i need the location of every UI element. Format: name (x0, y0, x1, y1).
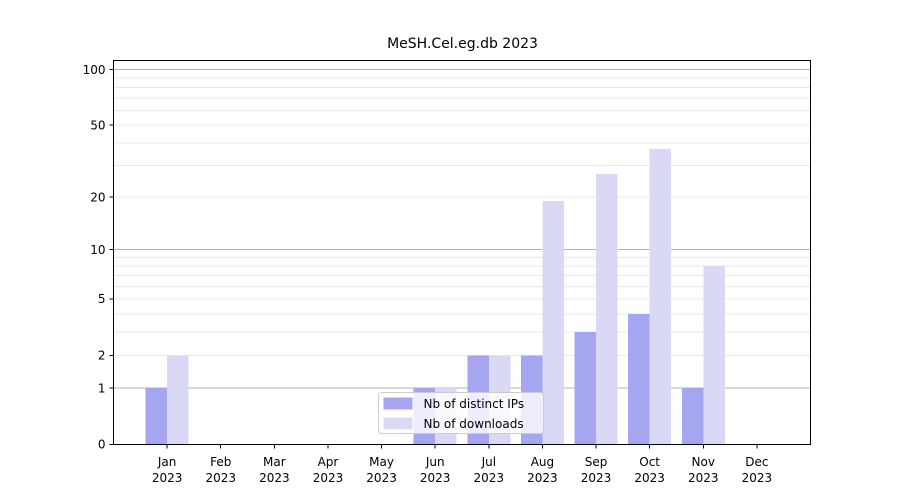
x-tick-label-month-apr: Apr (318, 455, 339, 469)
x-tick-label-month-may: May (369, 455, 394, 469)
bar-nb-of-downloads-aug (542, 201, 564, 445)
x-tick-label-year-dec: 2023 (742, 471, 773, 485)
x-tick-label-year-feb: 2023 (205, 471, 236, 485)
x-tick-label-year-apr: 2023 (313, 471, 344, 485)
y-tick-label-2: 2 (98, 348, 106, 362)
y-tick-label-100: 100 (83, 63, 106, 77)
x-tick-label-month-jun: Jun (425, 455, 445, 469)
legend-swatch-nb-of-downloads (383, 417, 413, 430)
y-tick-label-50: 50 (90, 118, 105, 132)
x-tick-label-year-oct: 2023 (634, 471, 665, 485)
y-axis: 0 1 2 5 10 20 50 100 (83, 63, 114, 452)
x-tick-label-month-dec: Dec (745, 455, 768, 469)
x-tick-label-year-may: 2023 (366, 471, 397, 485)
x-tick-label-year-aug: 2023 (527, 471, 558, 485)
bar-nb-of-distinct-ips-nov (681, 388, 704, 445)
x-tick-label-year-jun: 2023 (420, 471, 451, 485)
x-axis: Jan 2023 Feb 2023 Mar 2023 Apr 2023 May 2023 Jun 20… (152, 444, 773, 485)
x-tick-label-month-nov: Nov (692, 455, 715, 469)
x-tick-label-year-mar: 2023 (259, 471, 290, 485)
legend: Nb of distinct IPs Nb of downloads (378, 392, 544, 434)
legend-box (378, 392, 544, 434)
x-tick-label-month-aug: Aug (531, 455, 554, 469)
x-tick-label-month-jul: Jul (481, 455, 496, 469)
plot-border (113, 60, 811, 445)
x-tick-label-year-nov: 2023 (688, 471, 719, 485)
legend-label-nb-of-distinct-ips: Nb of distinct IPs (424, 397, 525, 411)
bar-nb-of-distinct-ips-jan (145, 388, 168, 445)
y-tick-label-1: 1 (98, 381, 106, 395)
x-tick-label-month-feb: Feb (210, 455, 231, 469)
x-tick-label-month-oct: Oct (639, 455, 660, 469)
y-tick-label-20: 20 (90, 190, 105, 204)
bar-nb-of-downloads-sep (596, 173, 618, 445)
series-nb-of-downloads (167, 149, 725, 445)
legend-label-nb-of-downloads: Nb of downloads (424, 417, 524, 431)
bar-nb-of-distinct-ips-sep (574, 331, 597, 445)
gridlines (113, 69, 811, 389)
bar-nb-of-distinct-ips-oct (628, 313, 650, 445)
bar-nb-of-downloads-jan (167, 355, 189, 445)
legend-swatch-nb-of-distinct-ips (383, 397, 413, 410)
bars (145, 149, 725, 445)
x-tick-label-month-mar: Mar (263, 455, 286, 469)
chart-title: MeSH.Cel.eg.db 2023 (387, 36, 538, 52)
bar-nb-of-downloads-nov (703, 266, 725, 445)
x-tick-label-year-sep: 2023 (581, 471, 612, 485)
y-tick-label-10: 10 (90, 243, 105, 257)
y-tick-label-0: 0 (98, 438, 106, 452)
x-tick-label-year-jul: 2023 (474, 471, 505, 485)
bar-nb-of-downloads-oct (649, 149, 672, 445)
x-tick-label-month-sep: Sep (585, 455, 608, 469)
y-tick-label-5: 5 (98, 292, 106, 306)
x-tick-label-month-jan: Jan (157, 455, 177, 469)
x-tick-label-year-jan: 2023 (152, 471, 183, 485)
